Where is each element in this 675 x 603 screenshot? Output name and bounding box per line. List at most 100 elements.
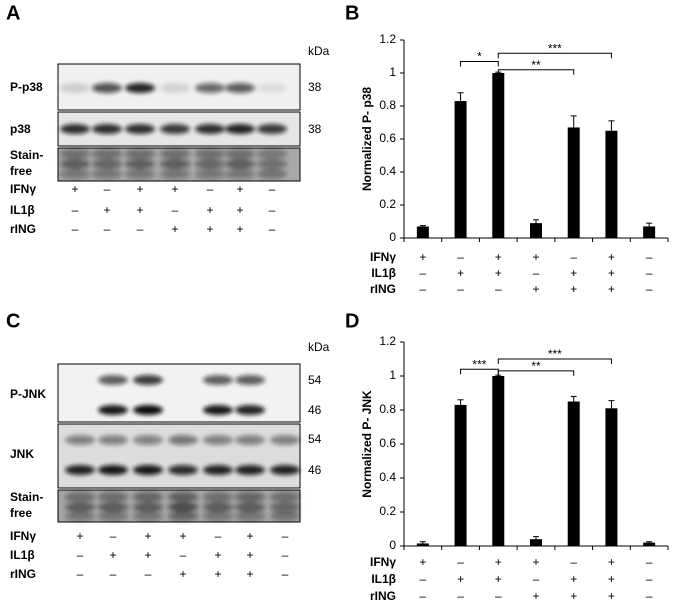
band [98, 492, 128, 502]
condition-sign: – [646, 555, 653, 569]
blot-frame [57, 489, 301, 523]
condition-sign: – [495, 589, 502, 603]
significance-label: *** [472, 357, 486, 371]
condition-sign: + [214, 548, 221, 562]
blot-frame [57, 147, 301, 182]
condition-sign: + [144, 529, 151, 543]
condition-sign: + [495, 250, 502, 264]
band [98, 465, 128, 475]
blot-label: Stain- [10, 148, 43, 162]
error-bar [570, 395, 577, 408]
condition-sign: – [646, 282, 653, 296]
condition-sign: + [206, 203, 213, 217]
condition-sign: – [420, 572, 427, 586]
band [60, 159, 90, 169]
kda-size: 38 [308, 80, 322, 94]
band [235, 492, 265, 502]
blot-label: JNK [10, 447, 34, 461]
error-bar [533, 219, 539, 227]
band [203, 511, 233, 521]
y-tick-label: 0.8 [379, 98, 396, 112]
condition-sign: – [110, 567, 117, 581]
condition-sign: + [495, 555, 502, 569]
condition-sign: + [71, 182, 78, 196]
band [203, 435, 233, 445]
condition-sign: + [495, 266, 502, 280]
y-tick-label: 0.8 [379, 402, 396, 416]
error-bar [457, 92, 464, 110]
blot-bands [98, 375, 265, 415]
condition-sign: – [77, 548, 84, 562]
condition-label: rING [10, 567, 36, 581]
y-tick-label: 0.4 [379, 164, 396, 178]
y-tick-label: 0.4 [379, 470, 396, 484]
blot-frame [57, 363, 301, 423]
condition-label: IL1β [371, 572, 396, 586]
significance-label: *** [548, 41, 562, 55]
band [160, 83, 190, 93]
panel-letter: D [345, 310, 359, 332]
condition-sign: – [207, 182, 214, 196]
significance-label: * [477, 50, 482, 64]
error-bar [570, 115, 577, 140]
band [98, 502, 128, 512]
band [195, 124, 225, 134]
blot-bands [65, 435, 300, 475]
condition-label: rING [10, 222, 36, 236]
condition-sign: + [136, 182, 143, 196]
bar [492, 376, 505, 546]
kda-size: 54 [308, 373, 322, 387]
blot-frame [57, 63, 301, 111]
condition-sign: + [570, 282, 577, 296]
band [168, 492, 198, 502]
condition-sign: + [532, 250, 539, 264]
condition-sign: + [495, 572, 502, 586]
blot-label: free [10, 506, 32, 520]
condition-sign: + [236, 222, 243, 236]
condition-sign: – [420, 589, 427, 603]
blot-bands [60, 83, 287, 93]
blot-label: P-p38 [10, 80, 43, 94]
condition-sign: – [282, 529, 289, 543]
bar [605, 408, 618, 546]
blot-label: free [10, 164, 32, 178]
condition-sign: + [608, 250, 615, 264]
significance-bracket [497, 52, 612, 59]
band [92, 83, 122, 93]
y-tick-label: 0.2 [379, 504, 396, 518]
band [160, 124, 190, 134]
error-bar [608, 400, 615, 417]
band [270, 492, 300, 502]
band [60, 124, 90, 134]
band [60, 83, 90, 93]
condition-sign: + [608, 555, 615, 569]
band [257, 83, 287, 93]
condition-label: IL1β [10, 203, 35, 217]
condition-label: IFNγ [370, 555, 396, 569]
condition-sign: + [608, 282, 615, 296]
condition-sign: – [457, 555, 464, 569]
band [98, 511, 128, 521]
significance-bracket [460, 60, 499, 67]
bar [643, 226, 656, 238]
band [60, 169, 90, 179]
bar [454, 404, 467, 546]
condition-sign: + [214, 567, 221, 581]
condition-sign: + [570, 572, 577, 586]
condition-sign: + [236, 203, 243, 217]
condition-label: IL1β [10, 548, 35, 562]
condition-sign: – [104, 182, 111, 196]
band [235, 465, 265, 475]
band [270, 435, 300, 445]
condition-sign: – [457, 250, 464, 264]
significance-label: *** [548, 347, 562, 361]
condition-label: IL1β [371, 266, 396, 280]
condition-sign: – [495, 282, 502, 296]
band [125, 169, 155, 179]
condition-sign: + [109, 548, 116, 562]
condition-sign: – [72, 222, 79, 236]
band [125, 159, 155, 169]
band [195, 169, 225, 179]
error-bar [419, 541, 426, 546]
band [195, 83, 225, 93]
